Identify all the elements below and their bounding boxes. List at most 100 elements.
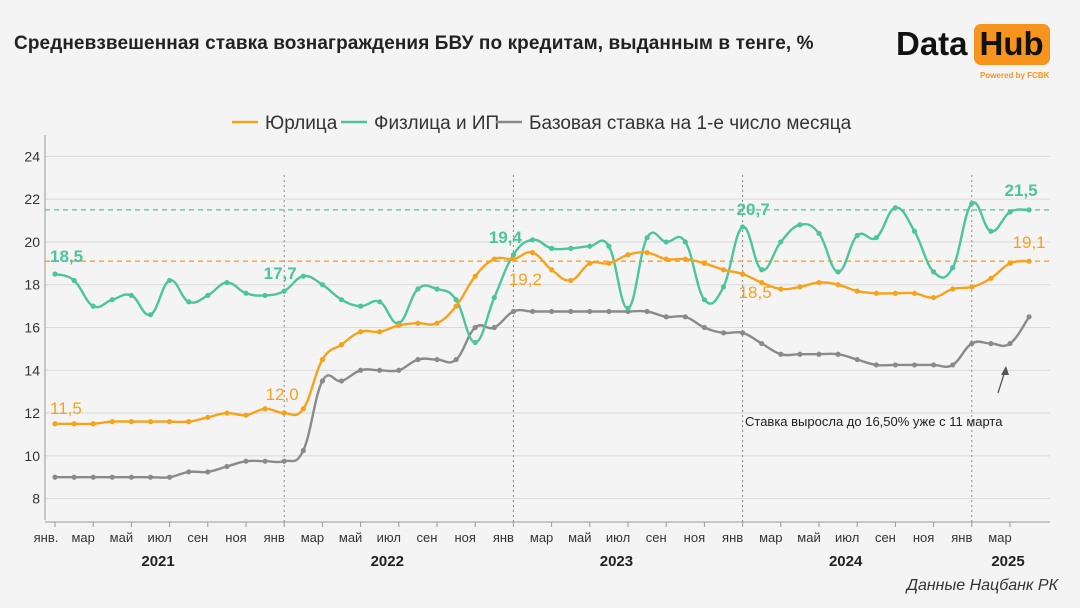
year-label: 2021 bbox=[141, 553, 174, 570]
data-point-individual bbox=[892, 205, 899, 211]
data-point-base bbox=[720, 330, 727, 336]
data-point-individual bbox=[740, 224, 746, 230]
data-point-individual bbox=[587, 243, 593, 249]
x-tick-label: май bbox=[110, 530, 133, 545]
data-point-legal bbox=[931, 294, 937, 301]
data-point-base bbox=[358, 367, 364, 373]
data-point-legal bbox=[396, 322, 402, 328]
data-label: 21,5 bbox=[1005, 181, 1038, 200]
data-point-legal bbox=[453, 303, 459, 309]
x-tick-label: сен bbox=[187, 530, 208, 545]
data-point-individual bbox=[931, 269, 937, 275]
legend-label: Базовая ставка на 1-е число месяца bbox=[529, 113, 852, 134]
data-point-base bbox=[71, 474, 77, 480]
data-label: 18,5 bbox=[739, 283, 772, 302]
data-point-individual bbox=[52, 271, 58, 277]
series-line-legal bbox=[55, 251, 1030, 426]
data-point-individual bbox=[682, 239, 688, 245]
data-point-base bbox=[931, 362, 937, 368]
data-point-legal bbox=[644, 250, 650, 256]
data-point-base bbox=[262, 458, 268, 464]
data-point-base bbox=[319, 378, 325, 384]
data-point-individual bbox=[71, 277, 77, 284]
data-point-base bbox=[529, 308, 536, 315]
data-point-individual bbox=[720, 284, 727, 290]
data-point-individual bbox=[224, 279, 230, 286]
data-point-individual bbox=[205, 292, 211, 299]
data-point-individual bbox=[625, 305, 631, 311]
data-point-legal bbox=[625, 252, 631, 258]
x-tick-label: мар bbox=[988, 530, 1011, 545]
data-point-individual bbox=[186, 299, 192, 305]
data-point-legal bbox=[243, 412, 249, 418]
x-tick-label: сен bbox=[646, 530, 667, 545]
y-tick-label: 22 bbox=[24, 191, 40, 207]
x-tick-label: ноя bbox=[684, 530, 705, 545]
data-point-individual bbox=[453, 297, 459, 303]
data-point-base bbox=[472, 324, 478, 331]
data-point-individual bbox=[300, 273, 306, 279]
x-tick-label: ноя bbox=[913, 530, 934, 545]
data-point-base bbox=[338, 378, 345, 384]
data-point-legal bbox=[262, 406, 268, 412]
data-point-base bbox=[205, 469, 211, 475]
data-point-base bbox=[701, 324, 708, 331]
data-point-legal bbox=[740, 271, 746, 277]
chart-title: Средневзвешенная ставка вознаграждения Б… bbox=[14, 33, 814, 54]
y-tick-label: 24 bbox=[24, 148, 40, 164]
data-point-base bbox=[950, 362, 956, 368]
data-point-individual bbox=[988, 228, 994, 234]
data-point-legal bbox=[701, 260, 708, 266]
data-point-base bbox=[52, 474, 58, 480]
data-point-base bbox=[109, 474, 115, 480]
data-point-individual bbox=[835, 269, 841, 275]
x-tick-label: сен bbox=[875, 530, 896, 545]
year-label: 2025 bbox=[991, 553, 1024, 570]
data-point-base bbox=[759, 340, 765, 347]
data-point-base bbox=[167, 474, 173, 480]
data-point-individual bbox=[797, 222, 803, 228]
data-point-individual bbox=[644, 235, 650, 241]
data-label: 19,2 bbox=[509, 270, 542, 289]
series-line-base bbox=[55, 308, 1031, 479]
x-tick-label: июл bbox=[377, 530, 401, 545]
data-point-legal bbox=[319, 356, 325, 363]
data-point-base bbox=[778, 351, 784, 357]
data-point-legal bbox=[71, 421, 77, 427]
data-point-individual bbox=[377, 299, 383, 305]
data-point-legal bbox=[472, 273, 478, 279]
data-point-base bbox=[663, 314, 669, 320]
data-point-legal bbox=[663, 256, 669, 262]
data-point-individual bbox=[262, 292, 268, 299]
data-label: 11,5 bbox=[50, 399, 82, 418]
data-point-base bbox=[606, 308, 612, 315]
data-point-individual bbox=[1026, 207, 1032, 213]
data-point-base bbox=[1007, 340, 1013, 347]
data-point-legal bbox=[1026, 258, 1032, 264]
data-point-base bbox=[969, 340, 975, 347]
data-point-base bbox=[854, 356, 860, 363]
data-point-individual bbox=[128, 292, 134, 299]
data-point-individual bbox=[663, 239, 669, 245]
data-point-legal bbox=[224, 410, 230, 416]
data-point-individual bbox=[434, 286, 440, 292]
data-point-individual bbox=[109, 297, 115, 303]
data-point-base bbox=[434, 356, 440, 363]
data-point-legal bbox=[911, 290, 918, 296]
data-point-individual bbox=[90, 303, 96, 309]
data-point-legal bbox=[950, 286, 956, 292]
data-point-individual bbox=[358, 303, 364, 309]
data-point-individual bbox=[701, 297, 708, 303]
data-point-legal bbox=[90, 421, 96, 427]
data-point-base bbox=[281, 458, 287, 464]
data-point-legal bbox=[491, 256, 497, 262]
logo-subtitle: Powered by FCBK bbox=[980, 71, 1050, 80]
x-tick-label: июл bbox=[606, 530, 630, 545]
data-point-legal bbox=[52, 421, 58, 427]
data-point-legal bbox=[147, 419, 154, 425]
data-point-base bbox=[243, 458, 249, 464]
data-label: 12,0 bbox=[266, 385, 299, 404]
data-point-individual bbox=[167, 277, 173, 284]
logo-data-text: Data bbox=[896, 25, 968, 62]
